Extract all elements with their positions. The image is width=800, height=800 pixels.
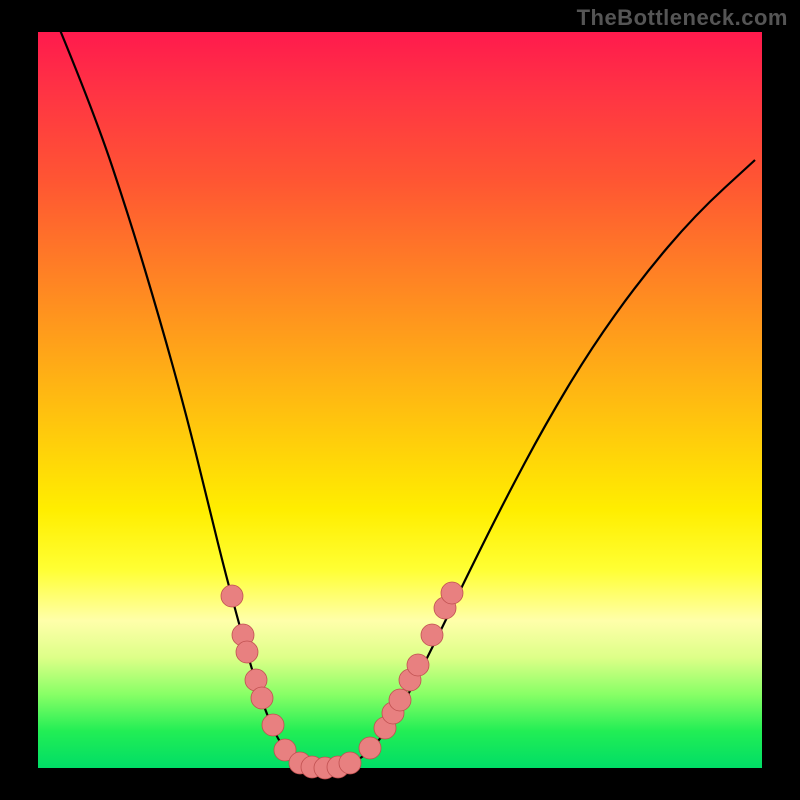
data-marker xyxy=(389,689,411,711)
data-marker xyxy=(339,752,361,774)
data-marker xyxy=(251,687,273,709)
data-marker xyxy=(407,654,429,676)
data-markers xyxy=(221,582,463,779)
bottleneck-curve xyxy=(60,30,755,768)
data-marker xyxy=(262,714,284,736)
data-marker xyxy=(421,624,443,646)
watermark-text: TheBottleneck.com xyxy=(577,5,788,31)
data-marker xyxy=(441,582,463,604)
curve-svg xyxy=(0,0,800,800)
chart-frame: TheBottleneck.com xyxy=(0,0,800,800)
data-marker xyxy=(236,641,258,663)
data-marker xyxy=(359,737,381,759)
data-marker xyxy=(221,585,243,607)
